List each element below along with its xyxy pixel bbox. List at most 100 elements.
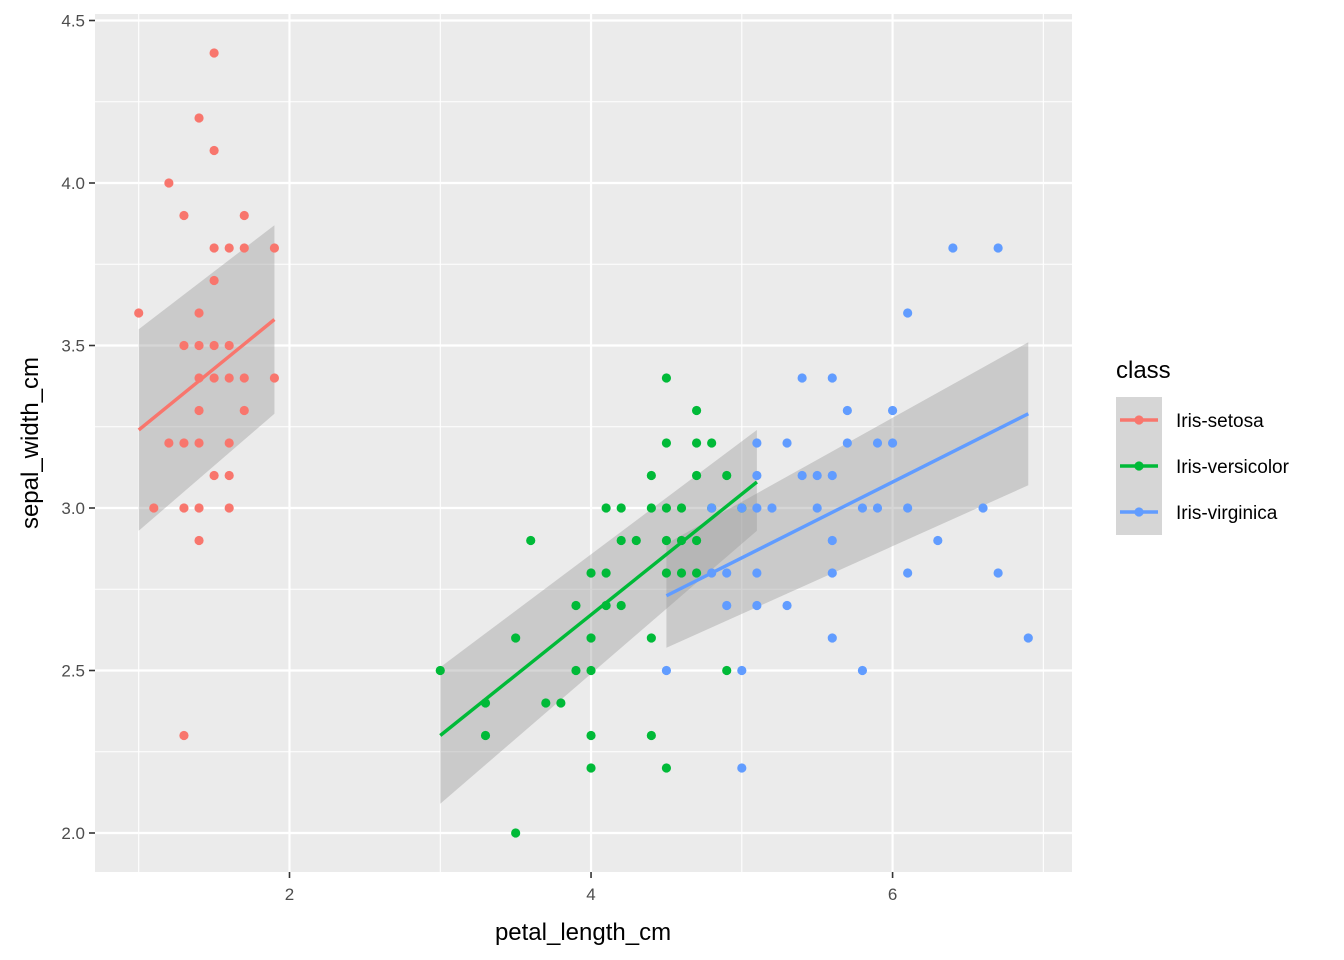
data-point [722,470,732,481]
x-axis-title: petal_length_cm [495,919,671,946]
data-point [948,243,958,253]
data-point [903,308,913,318]
data-point [812,470,822,481]
data-point [691,535,702,546]
data-point [526,535,536,546]
x-tick-label: 4 [586,885,595,904]
data-point [209,340,219,351]
data-point [842,438,852,448]
data-point [691,470,702,481]
data-point [556,698,566,708]
data-point [827,535,837,546]
data-point [872,438,883,448]
data-point [586,665,596,676]
legend: class Iris-setosa Iris-versicolor Iris-vir… [1116,357,1290,535]
data-point [194,308,204,318]
fit-lines [137,318,1030,737]
major-gridlines [95,14,1072,872]
data-point [269,373,280,383]
data-point [887,405,898,416]
data-point [752,470,762,481]
data-point [676,503,687,513]
data-point [616,600,626,611]
data-point [586,730,596,741]
data-point [797,373,807,383]
data-point [511,828,521,838]
data-point [179,730,189,741]
data-point [194,438,204,448]
data-point [239,243,249,253]
confidence-band [440,430,757,804]
data-point [887,438,898,448]
data-point [722,665,732,676]
legend-title: class [1116,357,1171,384]
data-point [239,405,249,416]
y-tick-label: 3.0 [61,499,85,518]
data-point [209,373,219,383]
data-point [511,633,521,643]
data-point [435,665,445,676]
data-point [782,438,792,448]
data-point [134,308,144,318]
minor-gridlines [95,14,1072,872]
data-point [752,568,762,578]
data-point [737,763,747,773]
data-point [541,698,551,708]
data-point [179,340,189,351]
data-point [661,568,672,578]
data-point [857,503,868,513]
data-point [646,633,656,643]
data-point [209,48,219,58]
data-point [903,568,913,578]
data-point [224,503,234,513]
data-point [179,210,189,221]
data-point [646,503,656,513]
data-point [797,470,807,481]
data-point [586,568,596,578]
data-point [661,665,672,676]
data-point [224,373,234,383]
data-point [993,243,1003,253]
data-point [209,275,219,286]
data-point [722,568,732,578]
data-point [239,373,249,383]
data-point [601,568,611,578]
data-point [691,438,702,448]
data-point [752,438,762,448]
data-point [872,503,883,513]
data-point [812,503,822,513]
data-point [827,373,837,383]
data-point [827,568,837,578]
data-point [661,763,672,773]
legend-key-point [1134,415,1144,425]
data-point [179,503,189,513]
data-points [134,48,1033,838]
data-point [827,470,837,481]
data-point [661,373,672,383]
x-tick-label: 6 [888,885,897,904]
legend-key-point [1134,461,1144,471]
fit-line [439,480,758,737]
data-point [903,503,913,513]
data-point [767,503,777,513]
data-point [194,113,204,123]
data-point [239,210,249,221]
data-point [164,438,174,448]
data-point [224,340,234,351]
data-point [194,503,204,513]
legend-key-point [1134,507,1144,517]
y-tick-label: 4.5 [61,12,85,31]
data-point [978,503,988,513]
fit-line [665,412,1030,598]
data-point [631,535,641,546]
confidence-band [138,225,275,531]
data-point [209,145,219,156]
data-point [752,600,762,611]
data-point [194,405,204,416]
data-point [586,763,596,773]
legend-label: Iris-setosa [1176,411,1264,432]
data-point [737,665,747,676]
data-point [646,470,656,481]
data-point [691,568,702,578]
data-point [661,438,672,448]
